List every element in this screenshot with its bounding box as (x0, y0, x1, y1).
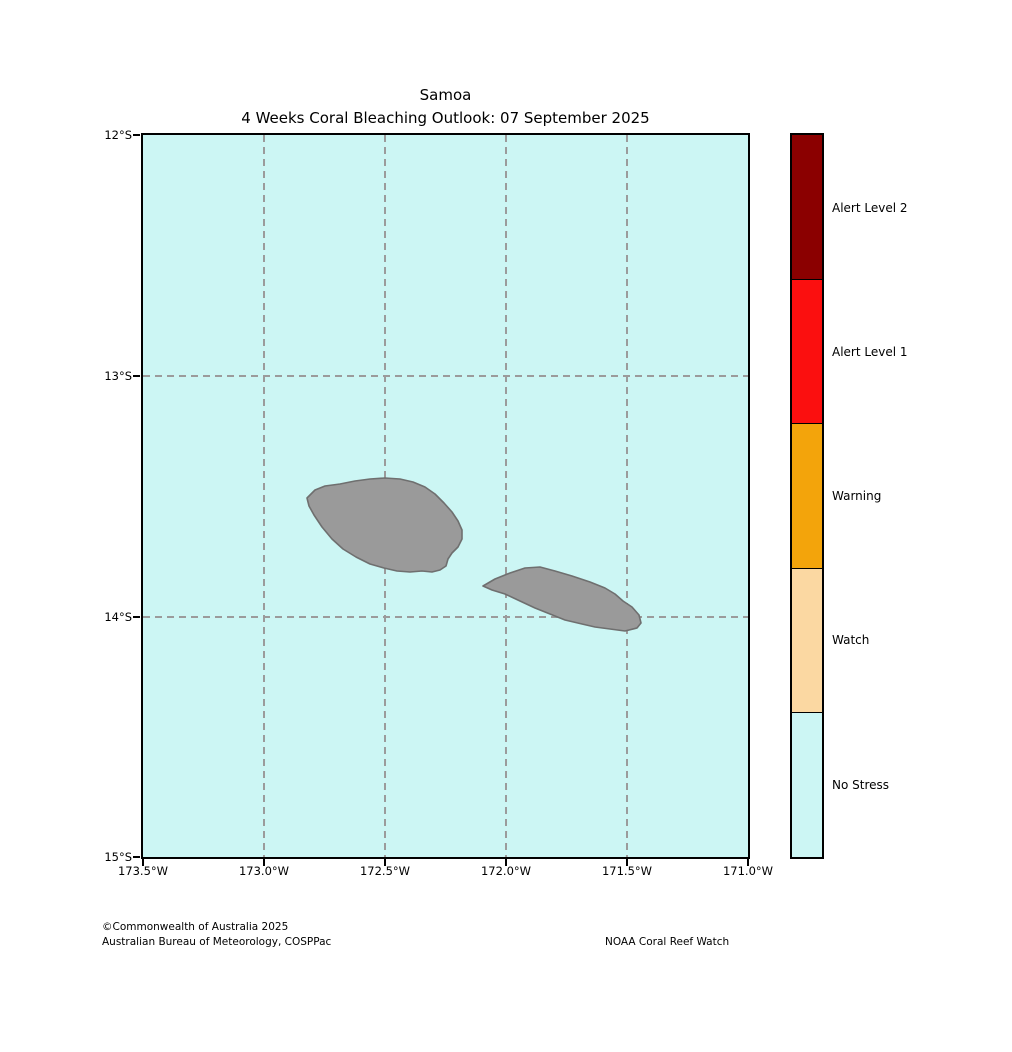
page-subtitle: 4 Weeks Coral Bleaching Outlook: 07 Sept… (241, 109, 650, 127)
x-axis-label: 173.0°W (238, 864, 290, 878)
y-axis-label: 15°S (104, 850, 132, 864)
x-axis-tick (384, 859, 386, 866)
x-axis-label: 172.0°W (480, 864, 532, 878)
copyright-text: ©Commonwealth of Australia 2025 (102, 921, 289, 933)
credit-text: NOAA Coral Reef Watch (605, 936, 730, 948)
x-axis-tick (505, 859, 507, 866)
x-axis-tick (747, 859, 749, 866)
y-axis-tick (133, 856, 140, 858)
y-axis-tick (133, 375, 140, 377)
colorbar-segment-alert-level-1 (792, 279, 822, 425)
map-plot (141, 133, 750, 859)
colorbar-segment-watch (792, 568, 822, 714)
legend-label-alert-level-1: Alert Level 1 (832, 345, 908, 359)
x-axis-label: 171.0°W (722, 864, 774, 878)
island-upolu (482, 566, 642, 632)
colorbar (790, 133, 824, 859)
grid-line-vertical (263, 135, 265, 857)
land-group (306, 477, 642, 632)
page-title: Samoa (419, 86, 472, 104)
y-axis-tick (133, 134, 140, 136)
x-axis-tick (142, 859, 144, 866)
legend-label-warning: Warning (832, 489, 882, 503)
agency-text: Australian Bureau of Meteorology, COSPPa… (102, 936, 332, 948)
y-axis-label: 14°S (104, 610, 132, 624)
legend-label-watch: Watch (832, 633, 870, 647)
x-axis-label: 171.5°W (601, 864, 653, 878)
grid-line-vertical (626, 135, 628, 857)
grid-line-horizontal (143, 375, 748, 377)
legend-label-alert-level-2: Alert Level 2 (832, 201, 908, 215)
x-axis-label: 172.5°W (359, 864, 411, 878)
island-savaii (306, 477, 463, 573)
colorbar-segment-no-stress (792, 713, 822, 857)
x-axis-tick (263, 859, 265, 866)
colorbar-segment-warning (792, 424, 822, 569)
x-axis-label: 173.5°W (117, 864, 169, 878)
grid-line-vertical (505, 135, 507, 857)
x-axis-tick (626, 859, 628, 866)
y-axis-label: 13°S (104, 369, 132, 383)
y-axis-label: 12°S (104, 128, 132, 142)
grid-line-horizontal (143, 616, 748, 618)
islands-layer (306, 477, 642, 632)
y-axis-tick (133, 616, 140, 618)
legend-label-no-stress: No Stress (832, 778, 890, 792)
colorbar-segment-alert-level-2 (792, 135, 822, 280)
